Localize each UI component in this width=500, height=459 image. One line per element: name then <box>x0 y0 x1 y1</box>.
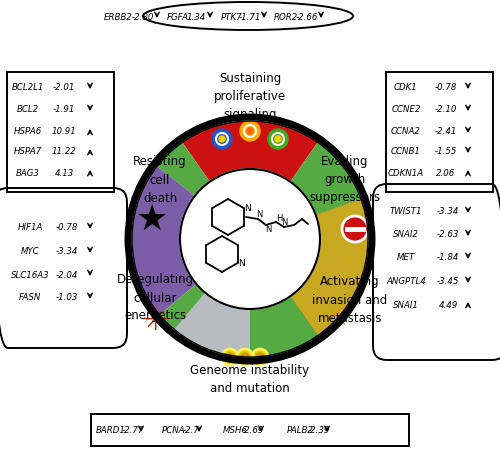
Circle shape <box>212 130 232 150</box>
Text: 1.34: 1.34 <box>186 12 206 22</box>
Text: -2.80: -2.80 <box>132 12 154 22</box>
Text: -2.04: -2.04 <box>56 270 78 279</box>
Text: Resisting
cell
death: Resisting cell death <box>133 155 187 204</box>
Text: -3.34: -3.34 <box>437 207 459 216</box>
Text: -2.66: -2.66 <box>296 12 318 22</box>
Text: CCNE2: CCNE2 <box>391 105 421 114</box>
Text: ANGPTL4: ANGPTL4 <box>386 277 426 286</box>
Text: PCNA: PCNA <box>162 425 186 435</box>
Text: ✳: ✳ <box>328 308 348 331</box>
Text: N: N <box>281 218 287 227</box>
Text: Activating
invasion and
metastasis: Activating invasion and metastasis <box>312 275 388 324</box>
Text: PALB2: PALB2 <box>286 425 314 435</box>
Text: BCL2: BCL2 <box>17 105 39 114</box>
Text: MSH6: MSH6 <box>222 425 248 435</box>
Text: HIF1A: HIF1A <box>18 223 42 232</box>
Wedge shape <box>174 293 250 357</box>
Wedge shape <box>290 199 368 336</box>
Wedge shape <box>290 143 361 216</box>
Text: -1.71: -1.71 <box>239 12 261 22</box>
Text: CCNB1: CCNB1 <box>391 147 421 156</box>
Wedge shape <box>316 199 368 240</box>
Circle shape <box>219 137 225 143</box>
Text: -1.91: -1.91 <box>53 105 75 114</box>
Text: H: H <box>276 214 282 223</box>
Text: N: N <box>256 210 262 219</box>
Text: -2.69: -2.69 <box>242 425 264 435</box>
Text: 4.13: 4.13 <box>54 168 74 177</box>
Wedge shape <box>220 297 318 357</box>
Wedge shape <box>157 143 210 196</box>
Text: PTK7: PTK7 <box>221 12 243 22</box>
Text: ★: ★ <box>136 202 168 236</box>
Text: FGFA: FGFA <box>167 12 189 22</box>
Text: 4.49: 4.49 <box>438 300 458 309</box>
Text: -0.78: -0.78 <box>56 223 78 232</box>
Text: -2.77: -2.77 <box>122 425 144 435</box>
Text: -3.34: -3.34 <box>56 247 78 256</box>
Circle shape <box>241 353 249 361</box>
Text: SNAI1: SNAI1 <box>393 300 419 309</box>
Text: -0.78: -0.78 <box>435 84 457 92</box>
Circle shape <box>226 353 234 361</box>
Text: Deregulating
cellular
energetics: Deregulating cellular energetics <box>116 273 194 322</box>
Text: N: N <box>238 259 245 268</box>
Text: CCNA2: CCNA2 <box>391 127 421 136</box>
Text: HSPA7: HSPA7 <box>14 147 42 156</box>
Text: -2.7: -2.7 <box>182 425 200 435</box>
Wedge shape <box>160 285 232 353</box>
Text: -3.45: -3.45 <box>437 277 459 286</box>
Text: -2.63: -2.63 <box>437 230 459 239</box>
Text: -2.10: -2.10 <box>435 105 457 114</box>
Text: HSPA6: HSPA6 <box>14 127 42 136</box>
Wedge shape <box>182 122 318 182</box>
Text: TWIST1: TWIST1 <box>390 207 422 216</box>
Circle shape <box>222 349 238 365</box>
Text: ERBB2: ERBB2 <box>104 12 132 22</box>
Text: -2.01: -2.01 <box>53 84 75 92</box>
Text: FASN: FASN <box>19 293 41 302</box>
Wedge shape <box>290 240 368 336</box>
Circle shape <box>275 137 281 143</box>
Circle shape <box>247 129 253 134</box>
Text: CDK1: CDK1 <box>394 84 418 92</box>
Text: SLC16A3: SLC16A3 <box>10 270 50 279</box>
Text: BARD1: BARD1 <box>96 425 126 435</box>
Text: 2.06: 2.06 <box>436 168 456 177</box>
Circle shape <box>268 130 288 150</box>
Text: -1.03: -1.03 <box>56 293 78 302</box>
Wedge shape <box>250 297 318 357</box>
Circle shape <box>240 122 260 142</box>
Text: Sustaining
proliferative
signaling: Sustaining proliferative signaling <box>214 72 286 121</box>
Text: ✳: ✳ <box>142 307 168 336</box>
Text: ROR2: ROR2 <box>274 12 298 22</box>
Text: 11.22: 11.22 <box>52 147 76 156</box>
Text: CDKN1A: CDKN1A <box>388 168 424 177</box>
Text: MET: MET <box>397 253 415 262</box>
Circle shape <box>252 349 268 365</box>
Text: N: N <box>244 204 251 213</box>
Wedge shape <box>132 167 196 315</box>
Circle shape <box>180 170 320 309</box>
Text: Evading
growth
suppressors: Evading growth suppressors <box>310 155 380 204</box>
Text: 10.91: 10.91 <box>52 127 76 136</box>
Text: MYC: MYC <box>20 247 40 256</box>
Text: SNAI2: SNAI2 <box>393 230 419 239</box>
Text: Geneome instability
and mutation: Geneome instability and mutation <box>190 364 310 395</box>
Circle shape <box>237 349 253 365</box>
Text: -2.39: -2.39 <box>308 425 330 435</box>
Text: -1.84: -1.84 <box>437 253 459 262</box>
Text: BAG3: BAG3 <box>16 168 40 177</box>
Text: BCL2L1: BCL2L1 <box>12 84 44 92</box>
Text: -1.55: -1.55 <box>435 147 457 156</box>
Circle shape <box>342 217 368 242</box>
Text: N: N <box>265 225 271 234</box>
Text: -2.41: -2.41 <box>435 127 457 136</box>
Circle shape <box>256 353 264 361</box>
